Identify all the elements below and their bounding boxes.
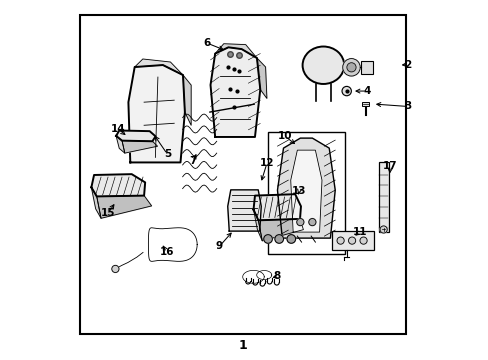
Text: 13: 13 <box>291 186 305 197</box>
Bar <box>378 162 388 232</box>
Text: 17: 17 <box>383 161 397 171</box>
Polygon shape <box>116 136 124 153</box>
Text: 12: 12 <box>259 158 274 168</box>
Circle shape <box>379 226 386 233</box>
Polygon shape <box>128 65 184 162</box>
Polygon shape <box>91 187 101 218</box>
Circle shape <box>263 235 272 243</box>
Text: 16: 16 <box>159 247 174 257</box>
Text: 6: 6 <box>203 38 210 48</box>
Polygon shape <box>183 75 191 125</box>
Circle shape <box>346 63 355 72</box>
Text: 1: 1 <box>238 339 246 352</box>
Circle shape <box>348 237 355 244</box>
Text: 3: 3 <box>404 102 411 112</box>
Bar <box>360 61 372 73</box>
Circle shape <box>286 235 295 243</box>
Circle shape <box>274 235 283 243</box>
Circle shape <box>112 265 119 273</box>
Polygon shape <box>215 44 256 58</box>
Polygon shape <box>253 210 262 241</box>
Circle shape <box>308 219 315 226</box>
Circle shape <box>359 237 366 244</box>
Polygon shape <box>277 138 335 238</box>
Circle shape <box>296 219 304 226</box>
Text: 11: 11 <box>352 227 366 237</box>
Circle shape <box>341 86 351 96</box>
Polygon shape <box>290 150 321 232</box>
Polygon shape <box>134 59 183 75</box>
Bar <box>80 15 405 334</box>
Text: 9: 9 <box>215 241 223 251</box>
Polygon shape <box>97 195 151 218</box>
Text: 14: 14 <box>111 124 125 134</box>
Text: 2: 2 <box>404 59 411 69</box>
Polygon shape <box>253 194 301 220</box>
Circle shape <box>342 59 360 76</box>
Text: 4: 4 <box>363 86 370 96</box>
Text: 5: 5 <box>163 149 171 159</box>
Polygon shape <box>116 131 155 141</box>
Circle shape <box>336 237 344 244</box>
Bar <box>332 231 373 250</box>
Polygon shape <box>258 219 303 241</box>
Polygon shape <box>122 141 157 153</box>
Ellipse shape <box>302 46 344 84</box>
Polygon shape <box>210 47 260 137</box>
Bar <box>267 132 344 253</box>
Text: 7: 7 <box>188 156 196 166</box>
Polygon shape <box>256 58 266 98</box>
Text: 15: 15 <box>101 208 115 218</box>
Polygon shape <box>91 174 145 197</box>
Text: 10: 10 <box>277 131 292 141</box>
Bar <box>362 102 368 107</box>
Polygon shape <box>227 190 261 231</box>
Text: 8: 8 <box>273 271 281 281</box>
